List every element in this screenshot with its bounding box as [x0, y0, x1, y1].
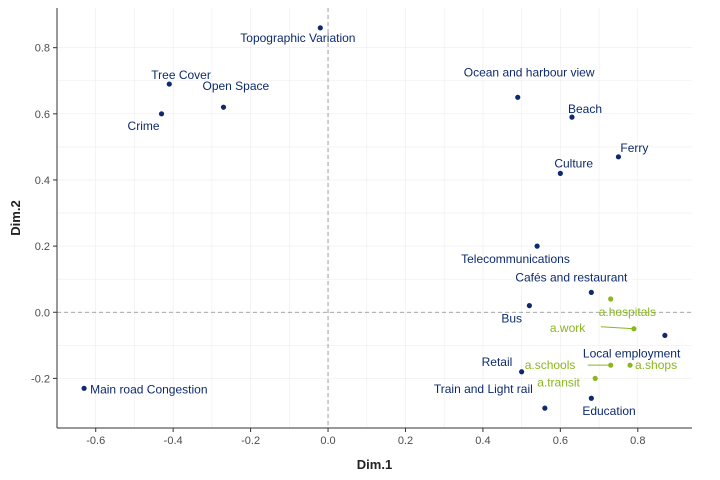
- x-tick-label: 0.8: [630, 435, 645, 447]
- point-label-crime: Crime: [128, 119, 160, 133]
- point-education: [588, 395, 594, 401]
- point-local-employment: [662, 332, 668, 339]
- point-label-a-shops: a.shops: [635, 358, 677, 372]
- x-tick-label: 0.2: [398, 435, 413, 447]
- point-label-a-hospitals: a.hospitals: [599, 305, 656, 319]
- point-culture: [557, 170, 563, 176]
- y-tick-label: 0.8: [35, 43, 50, 55]
- point-open-space: [220, 104, 227, 110]
- point-a-transit: [592, 375, 598, 381]
- point-label-a-transit: a.transit: [537, 375, 580, 389]
- point-train-and-light-rail: [542, 405, 548, 411]
- y-tick-label: 0.6: [35, 109, 50, 121]
- point-label-a-work: a.work: [550, 321, 586, 335]
- point-label-bus: Bus: [501, 312, 522, 326]
- point-a-work: [631, 326, 637, 332]
- point-bus: [526, 303, 532, 309]
- point-retail: [519, 369, 525, 375]
- reference-lines: [57, 8, 692, 428]
- point-label-local-employment: Local employment: [583, 346, 681, 360]
- point-label-train-and-light-rail: Train and Light rail: [434, 382, 533, 396]
- ticks: -0.6 -0.4 -0.2 0.0 0.2 0.4 0.6 0.8 -0.2 0.0 0.2 0.4…: [31, 43, 645, 447]
- point-label-main-road-congestion: Main road Congestion: [90, 382, 207, 396]
- x-tick-label: -0.2: [241, 435, 260, 447]
- point-beach: [569, 114, 575, 120]
- point-label-telecommunications: Telecommunications: [461, 252, 570, 266]
- x-tick-label: -0.6: [86, 435, 105, 447]
- x-tick-label: 0.4: [475, 435, 490, 447]
- x-tick-label: -0.4: [164, 435, 183, 447]
- point-a-shops: [627, 362, 633, 368]
- point-ferry: [615, 154, 622, 160]
- point-a-hospitals: [608, 296, 614, 302]
- point-label-retail: Retail: [482, 355, 513, 369]
- y-tick-label: 0.2: [35, 241, 50, 253]
- y-tick-label: -0.2: [31, 373, 50, 385]
- point-crime: [158, 111, 165, 117]
- point-ocean-and-harbour-view: [515, 94, 521, 100]
- x-axis-title: Dim.1: [357, 457, 392, 472]
- x-tick-label: 0.0: [320, 435, 335, 447]
- point-caf-s-and-restaurant: [588, 289, 594, 296]
- point-tree-cover: [166, 81, 172, 87]
- axes: [56, 8, 692, 429]
- point-label-topographic-variation: Topographic Variation: [240, 31, 355, 45]
- point-main-road-congestion: [81, 385, 87, 391]
- point-label-a-schools: a.schools: [525, 358, 576, 372]
- grid: [57, 8, 692, 428]
- point-label-open-space: Open Space: [202, 79, 269, 93]
- label-leader-line: [600, 326, 634, 330]
- point-label-ferry: Ferry: [620, 141, 648, 155]
- point-label-education: Education: [582, 404, 635, 418]
- point-label-tree-cover: Tree Cover: [151, 68, 211, 82]
- point-topographic-variation: [317, 25, 323, 31]
- point-label-culture: Culture: [554, 156, 593, 170]
- point-label-ocean-and-harbour-view: Ocean and harbour view: [464, 65, 595, 79]
- y-tick-label: 0.4: [35, 175, 50, 187]
- point-label-caf-s-and-restaurant: Cafés and restaurant: [515, 270, 628, 284]
- point-label-beach: Beach: [568, 102, 602, 116]
- point-a-schools: [608, 362, 614, 368]
- y-axis-title: Dim.2: [8, 200, 23, 235]
- point-telecommunications: [534, 243, 540, 249]
- x-tick-label: 0.6: [553, 435, 568, 447]
- y-tick-label: 0.0: [35, 307, 50, 319]
